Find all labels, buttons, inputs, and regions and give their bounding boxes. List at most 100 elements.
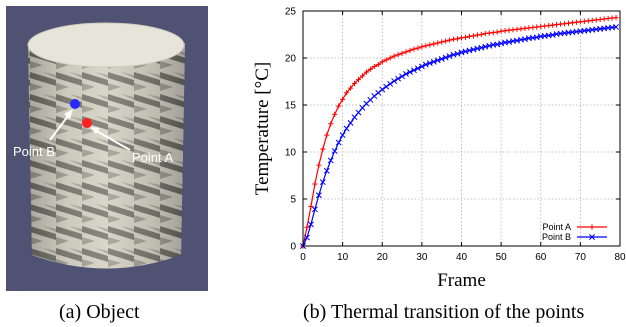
data-point-point-b [355,109,362,116]
data-point-point-a [435,40,441,46]
data-point-point-b [407,69,413,76]
data-point-point-a [363,69,369,75]
data-point-point-a [415,45,421,51]
x-tick-label: 70 [575,252,587,263]
series-point-b [300,24,619,249]
legend-label-point-a: Point A [542,222,571,232]
y-tick-label: 25 [285,7,297,18]
object-caption: (a) Object [59,301,140,323]
y-tick-label: 20 [285,54,297,65]
data-point-point-a [391,53,397,59]
data-point-point-a [359,73,366,79]
data-point-point-b [422,61,429,68]
data-point-point-b [335,139,342,146]
point-a-marker [82,118,92,128]
plot-frame [302,10,621,247]
data-point-point-a [395,52,401,58]
data-point-point-b [339,132,346,139]
y-tick-label: 15 [285,101,297,112]
x-tick-label: 80 [614,252,626,263]
data-point-point-b [446,53,453,60]
x-tick-label: 40 [456,252,468,263]
data-point-point-a [443,38,449,44]
data-point-point-a [336,103,342,109]
data-point-point-b [395,75,402,82]
data-point-point-a [340,96,346,102]
legend-marker-point-a [589,224,595,230]
data-point-point-b [414,65,421,72]
data-point-point-a [343,90,350,96]
x-tick-label: 10 [337,252,349,263]
data-point-point-b [613,24,619,30]
chart-grid [303,11,620,246]
data-point-point-a [375,61,381,68]
data-point-point-a [431,41,437,47]
data-point-point-b [311,206,318,213]
data-point-point-b [351,114,358,121]
data-point-point-a [347,85,354,91]
data-point-point-b [410,67,417,74]
data-point-point-a [419,44,425,50]
data-point-point-a [332,111,338,117]
data-point-point-b [391,78,398,84]
data-point-point-b [327,157,334,164]
data-point-point-b [343,125,350,132]
y-tick-label: 10 [285,148,297,159]
object-panel: Point B Point A [6,6,208,291]
legend-label-point-b: Point B [542,232,571,242]
series-line-point-b [302,26,617,247]
data-point-point-b [383,83,390,90]
point-b-label: Point B [13,144,55,159]
data-point-point-a [371,63,377,70]
temperature-chart: 0 10 20 30 40 50 60 70 80 0 5 10 15 20 25 Frame Tempe… [252,7,626,292]
data-point-point-a [411,46,417,52]
data-point-point-a [351,80,358,86]
x-tick-label: 0 [300,252,306,263]
data-point-point-b [399,73,406,80]
point-a-label: Point A [132,150,174,165]
data-point-point-b [387,80,394,87]
point-b-arrow [49,109,73,141]
data-point-point-a [399,50,405,56]
data-point-point-a [324,132,330,138]
x-tick-label: 60 [535,252,547,263]
y-tick-label: 5 [290,195,296,206]
x-tick-label: 30 [416,252,428,263]
data-point-point-a [316,162,322,168]
data-point-point-b [403,71,409,77]
x-tick-label: 50 [496,252,508,263]
data-point-point-b [319,179,326,186]
data-point-point-a [494,29,500,35]
data-point-point-a [407,47,413,54]
data-point-point-a [447,37,453,43]
data-point-point-a [439,39,445,45]
data-point-point-a [355,77,362,83]
data-point-point-a [367,66,373,72]
data-point-point-a [613,14,619,21]
data-point-point-b [454,50,461,57]
x-axis-label: Frame [437,270,486,291]
data-point-point-b [418,63,425,70]
data-point-point-a [423,43,429,49]
data-point-point-a [403,49,409,55]
chart-caption: (b) Thermal transition of the points [303,301,584,323]
data-point-point-b [331,148,338,155]
series-point-a [300,14,619,249]
point-a-arrow [90,127,131,151]
data-point-point-b [323,167,330,174]
data-point-point-b [347,119,354,126]
series-layer [300,14,619,249]
cylinder-object [27,22,185,269]
data-point-point-b [304,234,310,241]
data-point-point-a [454,36,461,42]
legend-marker-point-b [589,234,595,240]
data-point-point-b [379,86,386,93]
data-point-point-a [383,57,389,63]
data-point-point-a [387,55,393,61]
data-point-point-a [312,181,318,187]
data-point-point-a [328,121,334,127]
point-b-marker [70,99,80,109]
data-point-point-b [442,54,449,61]
